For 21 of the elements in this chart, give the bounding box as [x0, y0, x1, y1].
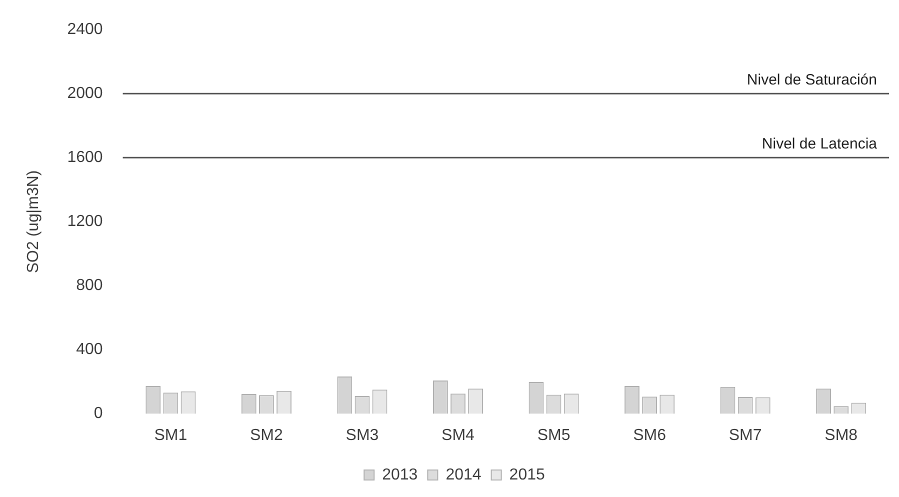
y-tick-label: 800	[76, 277, 103, 294]
ref-line-label: Nivel de Latencia	[762, 135, 878, 152]
ref-line-label: Nivel de Saturación	[746, 71, 877, 88]
legend-label: 2013	[382, 466, 418, 484]
x-tick-label: SM5	[537, 426, 570, 444]
y-tick-label: 1200	[67, 213, 103, 230]
legend-label: 2014	[446, 466, 482, 484]
y-tick-label: 400	[76, 341, 103, 358]
x-tick-label: SM6	[633, 426, 666, 444]
x-tick-label: SM8	[824, 426, 858, 444]
x-tick-label: SM2	[250, 426, 284, 444]
legend-label: 2015	[509, 466, 545, 484]
x-tick-label: SM7	[728, 426, 762, 444]
x-tick-label: SM4	[442, 426, 475, 444]
x-tick-label: SM1	[154, 426, 188, 444]
x-tick-label: SM3	[346, 426, 379, 444]
y-tick-label: 2400	[67, 21, 103, 38]
y-tick-label: 1600	[67, 149, 103, 166]
y-tick-label: 0	[94, 405, 103, 422]
y-tick-label: 2000	[67, 85, 103, 102]
y-axis-title: SO2 (ug|m3N)	[25, 170, 42, 274]
